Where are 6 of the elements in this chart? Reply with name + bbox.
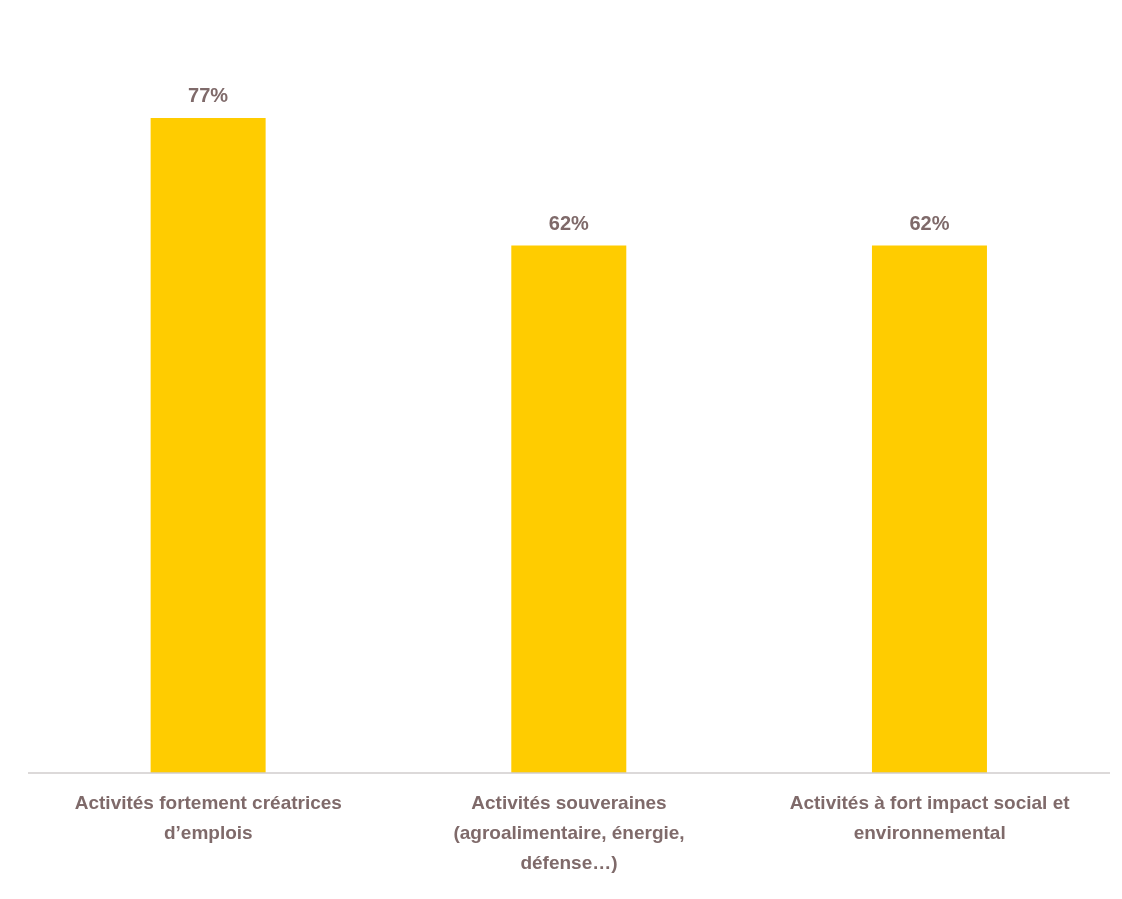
data-label: 77% <box>188 84 229 106</box>
x-tick-label: Activités à fort impact social et environnemental <box>789 792 1071 843</box>
x-tick-label: Activités fortement créatrices d’emplois <box>74 792 342 843</box>
data-label: 62% <box>548 211 590 234</box>
data-label: 62% <box>909 211 950 234</box>
x-tick-label: Activités souveraines (agroalimentaire, énergie, défense…) <box>453 792 685 873</box>
